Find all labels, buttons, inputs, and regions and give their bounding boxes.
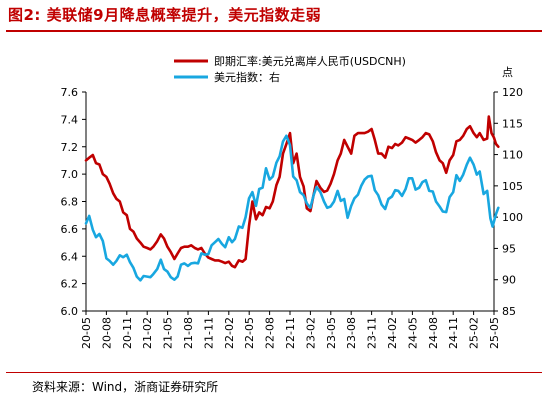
right-y-tick-label: 90 xyxy=(502,274,516,287)
x-tick-label: 25-02 xyxy=(468,317,481,349)
title-divider xyxy=(6,30,542,32)
source-divider xyxy=(6,372,542,373)
right-y-tick-label: 120 xyxy=(502,86,523,99)
x-tick-label: 21-02 xyxy=(141,317,154,349)
right-y-tick-label: 100 xyxy=(502,211,523,224)
x-tick-label: 25-05 xyxy=(488,317,501,349)
x-tick-label: 24-02 xyxy=(386,317,399,349)
x-tick-label: 24-11 xyxy=(447,317,460,349)
left-y-tick-label: 6.4 xyxy=(61,250,79,263)
x-tick-label: 22-05 xyxy=(243,317,256,349)
x-tick-label: 22-08 xyxy=(264,317,277,349)
right-y-tick-label: 115 xyxy=(502,117,523,130)
x-tick-label: 24-05 xyxy=(406,317,419,349)
legend-label: 即期汇率:美元兑离岸人民币(USDCNH) xyxy=(214,54,406,68)
figure-title: 图2: 美联储9月降息概率提升，美元指数走弱 xyxy=(8,6,322,24)
x-tick-label: 23-02 xyxy=(304,317,317,349)
x-tick-label: 20-11 xyxy=(121,317,134,349)
usdcnh-series-line xyxy=(84,115,500,269)
x-tick-label: 24-08 xyxy=(427,317,440,349)
left-y-tick-label: 7.6 xyxy=(61,86,79,99)
right-y-tick-label: 85 xyxy=(502,305,516,318)
left-y-tick-label: 6.2 xyxy=(61,278,79,291)
x-tick-label: 21-11 xyxy=(202,317,215,349)
x-tick-label: 23-08 xyxy=(345,317,358,349)
x-tick-label: 22-11 xyxy=(284,317,297,349)
x-tick-label: 23-05 xyxy=(325,317,338,349)
chart-legend: 即期汇率:美元兑离岸人民币(USDCNH) 美元指数：右 xyxy=(174,54,406,84)
left-y-tick-label: 6.6 xyxy=(61,223,79,236)
source-note: 资料来源：Wind，浙商证券研究所 xyxy=(32,380,219,394)
left-y-tick-label: 7.4 xyxy=(61,113,79,126)
x-tick-label: 23-11 xyxy=(366,317,379,349)
dollar-index-series-line xyxy=(84,134,500,282)
left-y-tick-label: 7.2 xyxy=(61,141,79,154)
left-y-tick-label: 6.0 xyxy=(61,305,79,318)
x-tick-label: 21-08 xyxy=(182,317,195,349)
left-y-tick-label: 6.8 xyxy=(61,196,79,209)
right-y-tick-label: 105 xyxy=(502,180,523,193)
x-tick-label: 20-08 xyxy=(100,317,113,349)
chart-plot-area xyxy=(84,115,500,282)
right-y-tick-label: 110 xyxy=(502,149,523,162)
right-y-tick-label: 95 xyxy=(502,242,516,255)
x-tick-label: 22-02 xyxy=(223,317,236,349)
x-tick-label: 21-05 xyxy=(162,317,175,349)
right-axis-unit: 点 xyxy=(502,66,513,79)
legend-label: 美元指数：右 xyxy=(214,70,280,84)
left-y-tick-label: 7.0 xyxy=(61,168,79,181)
x-tick-label: 20-05 xyxy=(80,317,93,349)
chart-axes: 6.0 6.2 6.4 6.6 6.8 7.0 7.2 7.4 7.6 85 90 95 100 105 1… xyxy=(61,66,524,349)
